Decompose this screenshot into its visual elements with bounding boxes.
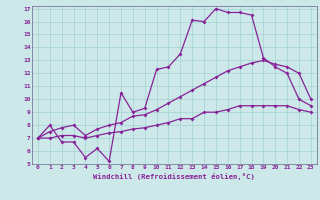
X-axis label: Windchill (Refroidissement éolien,°C): Windchill (Refroidissement éolien,°C) xyxy=(93,173,255,180)
